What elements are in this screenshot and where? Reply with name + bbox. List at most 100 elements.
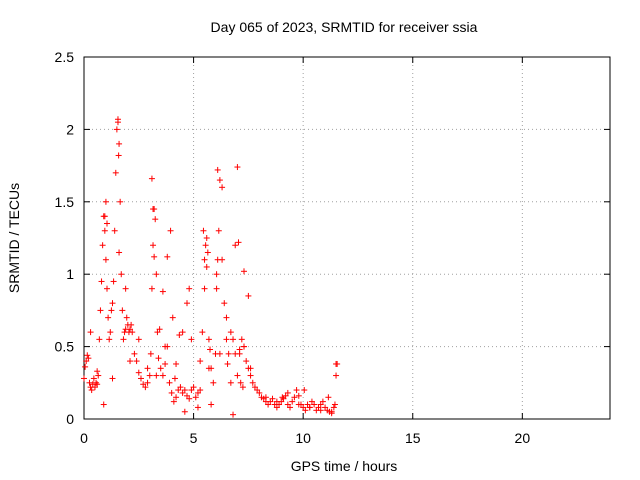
data-point	[236, 350, 243, 357]
data-point	[111, 227, 118, 234]
data-point	[287, 404, 294, 411]
x-tick-label: 15	[405, 430, 421, 446]
data-point	[219, 256, 226, 263]
data-point	[223, 314, 230, 321]
data-point	[150, 242, 157, 249]
data-point	[235, 239, 242, 246]
data-point	[94, 381, 101, 388]
data-point	[116, 249, 123, 256]
data-point	[200, 227, 207, 234]
data-point	[279, 394, 286, 401]
data-point	[100, 401, 107, 408]
data-point	[221, 300, 228, 307]
x-tick-label: 5	[190, 430, 198, 446]
data-point	[85, 355, 92, 362]
data-point	[234, 372, 241, 379]
data-point	[284, 389, 291, 396]
data-point	[120, 336, 127, 343]
data-point	[330, 404, 337, 411]
data-point	[167, 227, 174, 234]
data-point	[112, 169, 119, 176]
data-point	[194, 404, 201, 411]
data-point	[88, 387, 95, 394]
data-point	[135, 369, 142, 376]
data-point	[117, 198, 124, 205]
data-point	[82, 363, 89, 370]
x-axis-label: GPS time / hours	[291, 458, 398, 474]
data-point	[179, 329, 186, 336]
data-point	[237, 379, 244, 386]
y-tick-label: 1.5	[55, 194, 75, 210]
data-point	[192, 394, 199, 401]
data-point	[153, 271, 160, 278]
data-point	[223, 336, 230, 343]
data-point	[230, 411, 237, 418]
data-point	[232, 242, 239, 249]
data-point	[87, 329, 94, 336]
data-point	[295, 392, 302, 399]
data-point	[151, 253, 158, 260]
data-point	[95, 372, 102, 379]
data-point	[123, 314, 130, 321]
data-point	[317, 407, 324, 414]
data-point	[148, 175, 155, 182]
data-point	[186, 285, 193, 292]
data-point	[333, 360, 340, 367]
data-point	[219, 184, 226, 191]
data-point	[104, 220, 111, 227]
y-tick-label: 0.5	[55, 339, 75, 355]
data-point	[204, 249, 211, 256]
data-point	[331, 401, 338, 408]
data-point	[173, 394, 180, 401]
data-point	[291, 394, 298, 401]
data-point	[144, 365, 151, 372]
data-point	[247, 365, 254, 372]
data-point	[93, 379, 100, 386]
data-point	[216, 177, 223, 184]
data-point	[113, 126, 120, 133]
data-point	[216, 350, 223, 357]
data-point	[137, 375, 144, 382]
x-tick-label: 20	[515, 430, 531, 446]
data-point	[247, 372, 254, 379]
data-point	[122, 285, 129, 292]
data-point	[157, 365, 164, 372]
data-point	[197, 358, 204, 365]
data-point	[147, 350, 154, 357]
data-point	[234, 164, 241, 171]
data-point	[81, 375, 87, 382]
data-point	[115, 152, 122, 159]
data-point	[107, 329, 114, 336]
data-point	[164, 253, 171, 260]
y-tick-label: 1	[66, 266, 74, 282]
data-point	[205, 365, 212, 372]
data-point	[128, 321, 135, 328]
data-point	[119, 307, 126, 314]
data-point	[319, 398, 326, 405]
data-point	[188, 336, 195, 343]
data-point	[256, 389, 263, 396]
y-tick-label: 2	[66, 121, 74, 137]
data-point	[201, 285, 208, 292]
data-point	[227, 329, 234, 336]
data-points	[81, 116, 341, 418]
data-point	[214, 166, 221, 173]
data-point	[201, 256, 208, 263]
data-point	[159, 372, 166, 379]
data-point	[97, 307, 104, 314]
data-point	[104, 285, 111, 292]
data-point	[249, 379, 256, 386]
data-point	[311, 401, 318, 408]
data-point	[176, 332, 183, 339]
data-point	[239, 384, 246, 391]
x-tick-label: 0	[80, 430, 88, 446]
data-point	[210, 379, 217, 386]
data-point	[273, 398, 280, 405]
data-point	[170, 398, 177, 405]
data-point	[293, 387, 300, 394]
data-point	[162, 343, 169, 350]
data-point	[238, 336, 245, 343]
data-point	[177, 384, 184, 391]
data-point	[96, 336, 103, 343]
data-point	[114, 116, 121, 123]
